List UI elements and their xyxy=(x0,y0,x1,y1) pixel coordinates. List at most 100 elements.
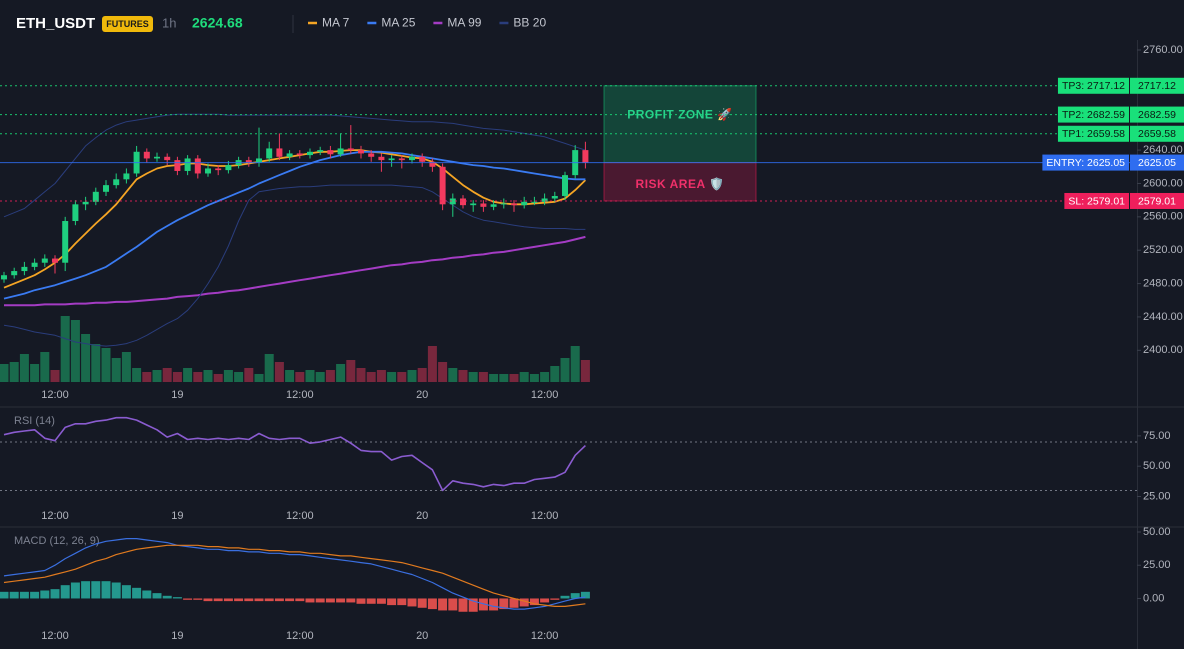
histogram-bar xyxy=(203,598,213,602)
candle-body xyxy=(52,258,58,263)
y-tick-label: 75.00 xyxy=(1143,430,1171,442)
histogram-bar xyxy=(234,598,244,602)
zone xyxy=(603,162,757,202)
zone-label: PROFIT ZONE 🚀 xyxy=(627,107,732,121)
badge-bg xyxy=(102,16,153,32)
candle-body xyxy=(327,150,334,155)
candle-body xyxy=(490,204,497,207)
candle-body xyxy=(347,148,354,151)
histogram-bar xyxy=(40,590,50,599)
level-label-bg xyxy=(1057,106,1129,123)
volume-bar xyxy=(417,368,427,382)
histogram-bar xyxy=(427,598,437,610)
histogram-bar xyxy=(417,598,427,608)
volume-bar xyxy=(468,372,478,382)
histogram-bar xyxy=(560,595,570,599)
histogram-bar xyxy=(213,598,223,602)
volume-bar xyxy=(529,374,539,382)
y-tick-label: 2440.00 xyxy=(1143,311,1183,323)
volume-bar xyxy=(172,372,182,382)
y-tick-label: 50.00 xyxy=(1143,460,1171,472)
volume-bar xyxy=(30,364,40,382)
histogram-bar xyxy=(540,598,550,603)
candle-body xyxy=(582,150,589,163)
volume-bar xyxy=(295,372,305,382)
volume-bar xyxy=(489,374,499,382)
candle-body xyxy=(72,204,79,222)
candle-body xyxy=(31,262,38,267)
volume-bar xyxy=(9,362,19,382)
volume-bar xyxy=(540,372,550,382)
histogram-bar xyxy=(407,598,417,607)
level-value: 2659.58 xyxy=(1138,128,1176,140)
histogram-bar xyxy=(60,585,70,599)
level-value-bg xyxy=(1130,125,1184,142)
histogram-bar xyxy=(285,598,295,602)
y-tick-label: 25.00 xyxy=(1143,490,1171,502)
volume-bar xyxy=(550,366,560,382)
histogram-bar xyxy=(223,598,233,602)
volume-bar xyxy=(142,372,152,382)
histogram-bar xyxy=(458,598,468,612)
candle-body xyxy=(337,148,344,155)
x-tick-label: 19 xyxy=(171,630,183,642)
volume-bar xyxy=(376,370,386,382)
candle-body xyxy=(398,158,405,161)
volume-bar xyxy=(346,360,356,382)
level-value-bg xyxy=(1130,77,1184,94)
x-tick-label: 20 xyxy=(416,389,428,401)
candle-body xyxy=(409,156,415,161)
candle-body xyxy=(286,153,293,157)
y-tick-label: 0.00 xyxy=(1143,592,1164,604)
volume-bar xyxy=(427,346,437,382)
histogram-bar xyxy=(305,598,315,603)
volume-bar xyxy=(560,358,570,382)
candle-body xyxy=(113,179,120,186)
y-tick-label: 2560.00 xyxy=(1143,211,1183,223)
interval[interactable]: 1h xyxy=(162,15,176,30)
y-tick-label: 2400.00 xyxy=(1143,344,1183,356)
volume-bar xyxy=(254,374,264,382)
histogram-bar xyxy=(152,593,162,599)
volume-bar xyxy=(509,374,519,382)
histogram-bar xyxy=(366,598,376,604)
volume-bar xyxy=(40,352,50,382)
histogram-bar xyxy=(81,581,91,599)
candle-body xyxy=(317,150,324,152)
candle-body xyxy=(82,201,89,205)
candle-body xyxy=(92,191,99,202)
histogram-bar xyxy=(336,598,346,603)
histogram-bar xyxy=(142,590,152,599)
level-value-bg xyxy=(1130,192,1184,209)
volume-bar xyxy=(407,370,417,382)
histogram-bar xyxy=(111,582,121,599)
volume-bar xyxy=(285,370,295,382)
histogram-bar xyxy=(356,598,366,604)
candle-body xyxy=(21,266,28,272)
histogram-bar xyxy=(346,598,356,603)
candle-body xyxy=(551,195,558,199)
candle-body xyxy=(266,148,273,159)
y-tick-label: 50.00 xyxy=(1143,526,1171,538)
histogram-bar xyxy=(315,598,325,603)
badge: FUTURES xyxy=(106,19,149,29)
histogram-bar xyxy=(489,598,499,611)
volume-bar xyxy=(499,374,509,382)
volume-bar xyxy=(50,370,60,382)
x-tick-label: 12:00 xyxy=(531,389,559,401)
volume-bar xyxy=(19,354,29,382)
volume-bar xyxy=(101,348,111,382)
x-tick-label: 12:00 xyxy=(531,510,559,522)
volume-bar xyxy=(234,372,244,382)
histogram-bar xyxy=(438,598,448,611)
candle-body xyxy=(1,275,7,280)
candle-body xyxy=(143,151,150,159)
volume-bar xyxy=(448,368,458,382)
histogram-bar xyxy=(550,598,560,600)
level-value-bg xyxy=(1130,106,1184,123)
candle-body xyxy=(541,198,548,202)
zone-label: RISK AREA 🛡️ xyxy=(636,177,725,191)
candle-body xyxy=(194,158,201,174)
x-tick-label: 19 xyxy=(171,510,183,522)
histogram-bar xyxy=(183,598,193,600)
